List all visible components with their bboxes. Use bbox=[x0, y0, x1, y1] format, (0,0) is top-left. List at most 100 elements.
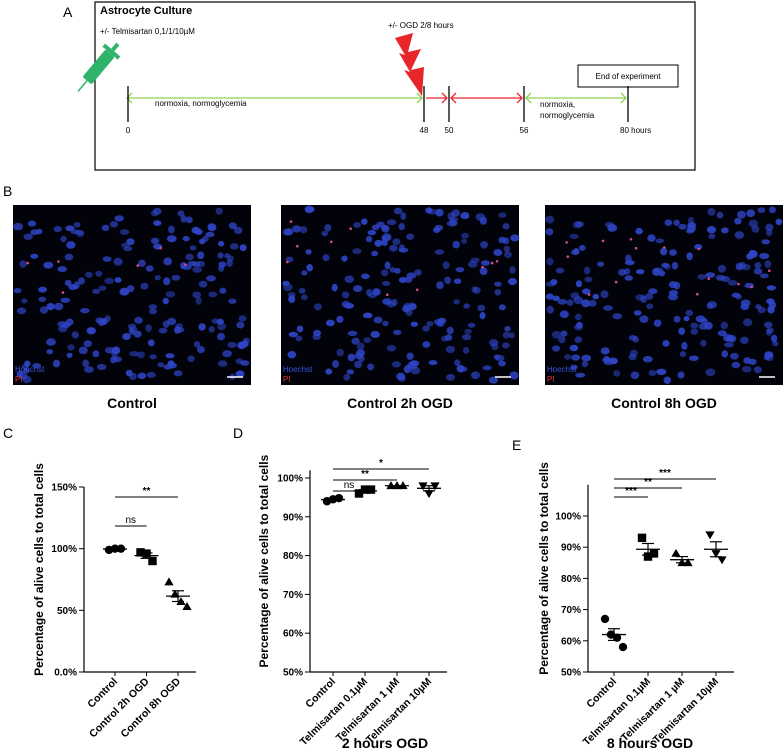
nucleus bbox=[54, 302, 64, 311]
nucleus bbox=[21, 363, 29, 370]
stain-label: PI bbox=[547, 375, 555, 384]
pi-dot bbox=[386, 293, 389, 297]
nucleus bbox=[234, 226, 243, 234]
nucleus bbox=[597, 261, 605, 267]
nucleus bbox=[588, 299, 597, 307]
nucleus bbox=[110, 221, 118, 228]
nucleus bbox=[122, 333, 131, 340]
nucleus bbox=[426, 321, 434, 327]
nucleus bbox=[766, 298, 775, 305]
nucleus bbox=[347, 353, 356, 362]
nucleus bbox=[236, 321, 245, 329]
nucleus bbox=[384, 261, 391, 270]
data-point bbox=[705, 531, 715, 540]
data-point bbox=[430, 482, 440, 491]
nucleus bbox=[771, 334, 778, 343]
nucleus bbox=[462, 346, 470, 354]
data-point bbox=[618, 642, 628, 652]
nucleus bbox=[238, 315, 247, 322]
nucleus bbox=[226, 255, 234, 261]
nucleus bbox=[336, 348, 345, 357]
nucleus bbox=[153, 220, 162, 227]
nucleus bbox=[656, 368, 667, 375]
nucleus bbox=[635, 269, 645, 275]
pi-dot bbox=[696, 292, 699, 296]
nucleus bbox=[30, 229, 40, 236]
nucleus bbox=[393, 329, 402, 336]
nucleus bbox=[65, 225, 75, 232]
nucleus bbox=[467, 322, 476, 328]
nucleus bbox=[761, 239, 770, 245]
nucleus bbox=[464, 329, 472, 334]
nucleus bbox=[208, 291, 218, 298]
nucleus bbox=[165, 291, 176, 298]
nucleus bbox=[618, 268, 626, 276]
nucleus bbox=[479, 312, 486, 320]
significance-label: *** bbox=[625, 486, 637, 497]
nucleus bbox=[455, 267, 465, 273]
nucleus bbox=[361, 218, 368, 225]
nucleus bbox=[95, 270, 103, 277]
nucleus bbox=[136, 351, 145, 359]
y-tick-label: 90% bbox=[561, 543, 581, 554]
nucleus bbox=[708, 233, 716, 239]
nucleus bbox=[235, 371, 245, 377]
nucleus bbox=[625, 254, 632, 263]
nucleus bbox=[287, 351, 297, 359]
y-axis-label: Percentage of alive cells to total cells bbox=[32, 463, 46, 676]
nucleus bbox=[502, 237, 510, 245]
nucleus bbox=[38, 296, 47, 302]
nucleus bbox=[422, 341, 431, 348]
nucleus bbox=[557, 299, 568, 305]
nucleus bbox=[687, 224, 696, 233]
data-point bbox=[386, 481, 396, 490]
nucleus bbox=[165, 353, 175, 359]
nucleus bbox=[197, 346, 205, 354]
pi-dot bbox=[26, 261, 29, 265]
y-tick-label: 90% bbox=[283, 512, 303, 523]
nucleus bbox=[460, 238, 468, 244]
pi-dot bbox=[289, 220, 293, 223]
nucleus bbox=[664, 219, 673, 226]
y-tick-label: 50% bbox=[283, 668, 303, 679]
nucleus bbox=[343, 373, 351, 381]
nucleus bbox=[23, 368, 30, 374]
nucleus bbox=[545, 228, 554, 236]
nucleus bbox=[574, 336, 582, 344]
nucleus bbox=[98, 285, 107, 291]
nucleus bbox=[403, 365, 411, 374]
nucleus bbox=[73, 281, 80, 290]
data-point bbox=[398, 481, 408, 490]
data-point bbox=[170, 589, 180, 598]
nucleus bbox=[660, 247, 668, 256]
nucleus bbox=[559, 310, 569, 319]
nucleus bbox=[504, 251, 512, 259]
nucleus bbox=[753, 366, 762, 374]
nucleus bbox=[765, 223, 774, 232]
nucleus bbox=[546, 257, 554, 266]
nucleus bbox=[217, 240, 225, 247]
nucleus bbox=[658, 270, 666, 277]
nucleus bbox=[299, 226, 308, 234]
nucleus bbox=[282, 228, 292, 236]
nucleus bbox=[463, 303, 470, 309]
pi-dot bbox=[565, 241, 568, 244]
nucleus bbox=[775, 218, 783, 226]
nucleus bbox=[398, 247, 409, 253]
pi-dot bbox=[614, 280, 618, 284]
nucleus bbox=[575, 221, 584, 228]
nucleus bbox=[452, 240, 461, 249]
nucleus bbox=[367, 229, 377, 236]
nucleus bbox=[358, 354, 365, 363]
nucleus bbox=[734, 231, 745, 239]
nucleus bbox=[163, 277, 171, 286]
nucleus bbox=[723, 334, 733, 342]
nucleus bbox=[600, 290, 609, 299]
nucleus bbox=[185, 253, 194, 261]
nucleus bbox=[663, 376, 671, 384]
nucleus bbox=[477, 304, 486, 312]
timepoint: 0 bbox=[126, 126, 131, 135]
nucleus bbox=[78, 346, 88, 355]
